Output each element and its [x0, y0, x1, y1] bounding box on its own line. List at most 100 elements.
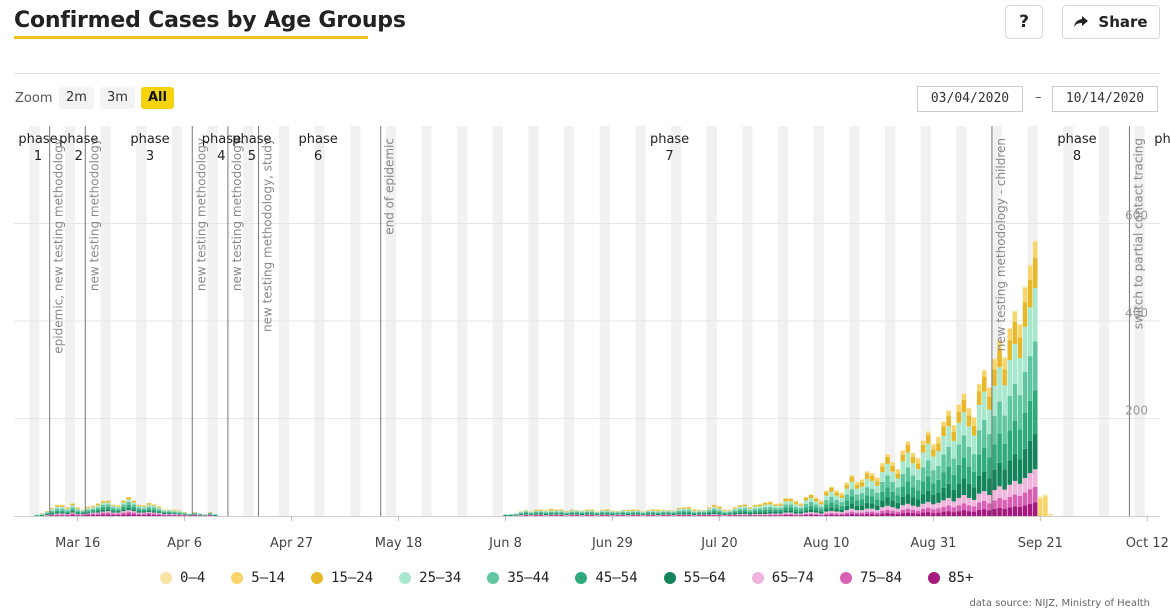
bar-segment — [691, 513, 697, 515]
legend-item[interactable]: 55–64 — [663, 570, 726, 586]
bar-segment — [900, 509, 906, 514]
help-button[interactable]: ? — [1005, 5, 1043, 39]
bar-segment — [177, 511, 182, 513]
bar-segment — [793, 513, 799, 515]
bar-segment — [926, 435, 931, 444]
bar-segment — [783, 515, 788, 516]
bar-segment — [70, 509, 75, 512]
bar-segment — [712, 505, 717, 507]
legend-item[interactable]: 15–24 — [311, 570, 373, 586]
legend-item[interactable]: 0–4 — [160, 570, 205, 586]
bar-segment — [895, 478, 900, 488]
bar-segment — [90, 512, 96, 514]
bar-segment — [844, 500, 850, 506]
bar-segment — [885, 454, 890, 458]
bar-segment — [931, 495, 936, 505]
bar-segment — [533, 512, 539, 514]
bar-segment — [936, 492, 941, 503]
bar-segment — [788, 512, 793, 515]
bar-segment — [100, 507, 106, 510]
bar-segment — [813, 501, 819, 505]
bar-segment — [111, 505, 116, 508]
bar-segment — [1038, 498, 1043, 516]
bar-segment — [905, 481, 911, 495]
bar-segment — [839, 493, 844, 496]
legend-item[interactable]: 75–84 — [839, 570, 902, 586]
bar-segment — [1027, 264, 1033, 267]
bar-segment — [773, 504, 778, 506]
bar-segment — [747, 513, 753, 515]
bar-segment — [987, 503, 992, 511]
bar-segment — [167, 512, 172, 514]
bar-segment — [875, 510, 880, 513]
bar-segment — [844, 484, 850, 489]
bar-segment — [146, 503, 152, 505]
bar-segment — [1032, 434, 1038, 470]
bar-segment — [819, 511, 824, 514]
bar-segment — [661, 510, 666, 512]
bar-segment — [773, 507, 778, 510]
bar-segment — [65, 510, 70, 512]
bar-segment — [610, 514, 615, 516]
bar-segment — [706, 508, 712, 511]
legend-item[interactable]: 45–54 — [575, 570, 638, 586]
zoom-2m-button[interactable]: 2m — [59, 87, 94, 109]
bar-segment — [121, 514, 126, 516]
date-to-input[interactable]: 10/14/2020 — [1052, 86, 1158, 112]
bar-segment — [976, 493, 982, 503]
bar-segment — [589, 512, 595, 514]
bar-segment — [859, 482, 865, 487]
bar-segment — [523, 511, 529, 513]
bar-segment — [681, 511, 687, 514]
bar-segment — [961, 457, 967, 479]
legend-item[interactable]: 85+ — [928, 570, 973, 586]
date-range-separator: – — [1035, 90, 1042, 105]
bar-segment — [172, 512, 177, 514]
bar-segment — [982, 447, 987, 472]
bar-segment — [1027, 503, 1033, 516]
bar-segment — [982, 369, 987, 371]
bar-segment — [151, 512, 157, 514]
date-from-input[interactable]: 03/04/2020 — [917, 86, 1023, 112]
bar-segment — [116, 515, 121, 516]
bar-segment — [880, 507, 885, 511]
bar-segment — [844, 494, 850, 501]
bar-segment — [992, 416, 997, 445]
bar-segment — [635, 512, 641, 514]
y-tick-label: 600 — [1125, 209, 1148, 223]
bar-segment — [126, 499, 131, 502]
share-button[interactable]: Share — [1062, 5, 1160, 39]
bar-segment — [630, 511, 636, 513]
bar-segment — [686, 508, 692, 511]
bar-segment — [85, 514, 91, 516]
bar-segment — [146, 508, 152, 511]
bar-segment — [982, 509, 987, 516]
legend-item[interactable]: 5–14 — [231, 570, 285, 586]
legend-item[interactable]: 25–34 — [399, 570, 461, 586]
bar-segment — [890, 462, 895, 466]
bar-segment — [936, 451, 941, 466]
bar-segment — [798, 503, 804, 505]
bar-segment — [829, 487, 834, 492]
bar-segment — [869, 496, 875, 504]
bar-segment — [1007, 340, 1012, 360]
bar-segment — [788, 515, 793, 516]
bar-segment — [869, 476, 875, 481]
bar-segment — [931, 509, 936, 514]
bar-segment — [844, 510, 850, 513]
zoom-3m-button[interactable]: 3m — [100, 87, 135, 109]
bar-segment — [100, 509, 106, 512]
legend-item[interactable]: 35–44 — [487, 570, 549, 586]
bar-segment — [773, 513, 778, 515]
bar-segment — [645, 513, 651, 515]
bar-segment — [141, 512, 147, 514]
bar-segment — [691, 509, 697, 511]
bar-segment — [956, 511, 962, 516]
bar-segment — [844, 488, 850, 495]
bar-segment — [1027, 440, 1033, 474]
bar-segment — [737, 505, 743, 507]
legend-item[interactable]: 65–74 — [751, 570, 814, 586]
bar-segment — [656, 513, 661, 515]
x-tick-label: Oct 12 — [1126, 536, 1169, 551]
zoom-all-button[interactable]: All — [141, 87, 174, 109]
